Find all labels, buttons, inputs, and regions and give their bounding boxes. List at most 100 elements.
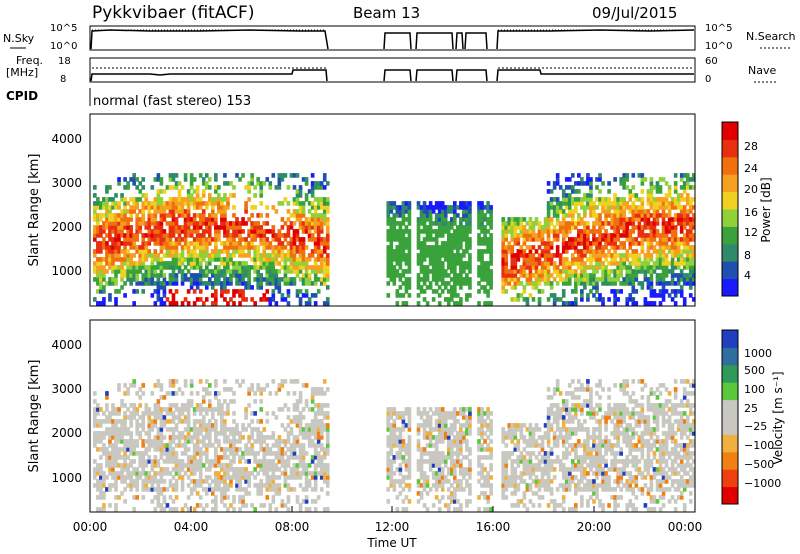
velocity-cell	[395, 495, 400, 500]
velocity-cell	[238, 459, 242, 464]
power-cell	[619, 221, 623, 226]
power-cell	[211, 253, 215, 258]
velocity-cell	[120, 403, 124, 408]
power-cell	[501, 281, 506, 286]
velocity-cell	[322, 447, 327, 452]
power-cell	[189, 281, 194, 286]
velocity-cell	[416, 423, 421, 428]
power-cell	[304, 265, 309, 270]
velocity-cell	[177, 471, 182, 476]
power-cell	[628, 281, 633, 286]
velocity-cell	[277, 387, 282, 392]
velocity-cell	[274, 439, 279, 444]
power-cell	[670, 289, 675, 294]
power-cell	[682, 237, 687, 242]
velocity-cell	[156, 495, 161, 500]
velocity-cell	[111, 423, 115, 428]
power-cell	[489, 245, 493, 250]
velocity-cell	[280, 463, 285, 468]
power-cell	[516, 253, 521, 258]
power-cell	[549, 273, 554, 278]
power-cell	[93, 225, 97, 230]
power-cell	[295, 229, 300, 234]
velocity-cell	[232, 455, 236, 460]
power-cell	[431, 249, 436, 254]
power-cell	[592, 201, 596, 206]
power-cell	[552, 265, 557, 270]
power-cell	[604, 213, 608, 218]
velocity-cell	[422, 475, 427, 480]
power-cell	[186, 249, 191, 254]
power-cell	[96, 269, 100, 274]
power-cell	[658, 273, 663, 278]
power-cell	[283, 297, 288, 302]
power-cell	[186, 289, 191, 294]
velocity-cell	[174, 423, 179, 428]
power-cell	[307, 273, 312, 278]
velocity-cell	[171, 459, 176, 464]
velocity-cell	[226, 507, 230, 512]
power-cell	[174, 221, 179, 226]
velocity-cell	[274, 507, 279, 512]
power-cell	[126, 265, 130, 270]
power-cell	[443, 297, 448, 302]
power-cell	[558, 185, 563, 190]
power-cell	[549, 293, 554, 298]
power-cell	[280, 265, 285, 270]
power-cell	[428, 225, 433, 230]
power-cell	[398, 237, 403, 242]
power-cell	[150, 293, 155, 298]
power-cell	[446, 245, 451, 250]
velocity-cell	[298, 471, 303, 476]
power-cell	[546, 245, 551, 250]
power-cell	[180, 253, 185, 258]
power-cell	[462, 261, 466, 266]
power-cell	[628, 233, 633, 238]
power-cell	[688, 233, 693, 238]
power-cell	[192, 213, 197, 218]
power-cell	[265, 261, 270, 266]
velocity-cell	[189, 459, 194, 464]
power-cell	[564, 205, 569, 210]
velocity-cell	[165, 467, 170, 472]
power-cell	[180, 269, 185, 274]
power-cell	[386, 253, 391, 258]
power-cell	[601, 277, 605, 282]
velocity-cell	[268, 503, 273, 508]
power-cell	[223, 229, 227, 234]
velocity-cell	[431, 451, 436, 456]
velocity-cell	[159, 507, 164, 512]
power-cell	[99, 273, 103, 278]
velocity-cell	[316, 471, 321, 476]
power-cell	[555, 221, 560, 226]
power-cell	[117, 225, 121, 230]
power-cell	[679, 225, 684, 230]
power-cell	[171, 293, 176, 298]
power-cell	[453, 273, 457, 278]
velocity-cell	[162, 495, 167, 500]
power-cell	[153, 257, 158, 262]
velocity-cell	[165, 407, 170, 412]
power-cell	[180, 197, 185, 202]
power-cell	[664, 225, 669, 230]
velocity-cell	[102, 443, 106, 448]
velocity-cell	[425, 475, 430, 480]
velocity-cell	[162, 507, 167, 512]
power-cell	[631, 257, 636, 262]
power-cell	[198, 297, 203, 302]
power-cell	[307, 209, 312, 214]
power-cell	[622, 241, 627, 246]
power-cell	[105, 245, 109, 250]
power-cell	[207, 261, 212, 266]
power-cell	[407, 253, 412, 258]
velocity-cell	[310, 459, 315, 464]
velocity-cell	[232, 443, 236, 448]
power-cell	[135, 205, 139, 210]
power-cell	[486, 277, 490, 282]
power-cell	[504, 237, 509, 242]
velocity-cell	[102, 495, 106, 500]
velocity-cell	[162, 487, 167, 492]
power-cell	[592, 273, 596, 278]
power-cell	[574, 221, 578, 226]
power-cell	[159, 273, 164, 278]
